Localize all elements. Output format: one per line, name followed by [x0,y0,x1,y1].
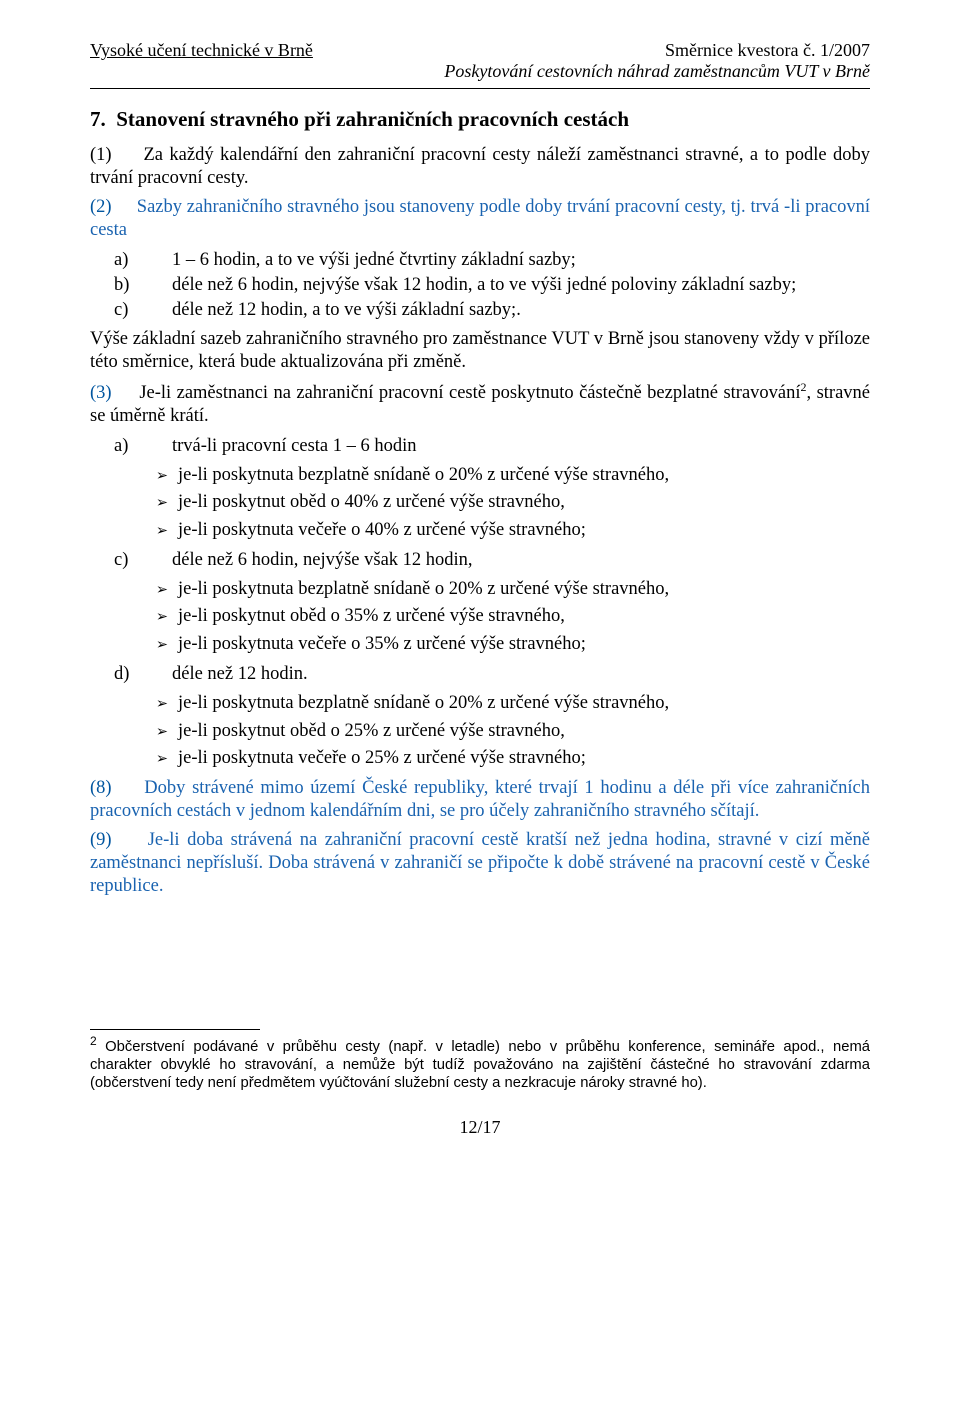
bullets-3c: ➢ je-li poskytnuta bezplatně snídaně o 2… [90,578,870,657]
bullets-3d: ➢ je-li poskytnuta bezplatně snídaně o 2… [90,692,870,771]
bullet-text: je-li poskytnuta večeře o 40% z určené v… [178,519,586,543]
list-label: c) [90,549,172,572]
bullet-item: ➢ je-li poskytnut oběd o 25% z určené vý… [90,720,870,744]
page-number: 12/17 [90,1117,870,1138]
list-text: déle než 12 hodin. [172,663,870,686]
bullet-icon: ➢ [90,692,178,716]
paragraph-number: (9) [90,830,112,850]
bullet-text: je-li poskytnut oběd o 25% z určené výše… [178,720,565,744]
bullet-icon: ➢ [90,491,178,515]
list-3c: c) déle než 6 hodin, nejvýše však 12 hod… [90,549,870,572]
paragraph-number: (8) [90,778,112,798]
list-text: trvá-li pracovní cesta 1 – 6 hodin [172,435,870,458]
header-directive: Směrnice kvestora č. 1/2007 [665,40,870,61]
list-label: b) [90,274,172,297]
bullet-item: ➢ je-li poskytnuta večeře o 35% z určené… [90,633,870,657]
bullet-text: je-li poskytnuta bezplatně snídaně o 20%… [178,578,669,602]
list-2: a) 1 – 6 hodin, a to ve výši jedné čtvrt… [90,249,870,322]
bullet-item: ➢ je-li poskytnuta bezplatně snídaně o 2… [90,692,870,716]
footnote: 2 Občerstvení podávané v průběhu cesty (… [90,1034,870,1093]
list-text: déle než 12 hodin, a to ve výši základní… [172,299,870,322]
bullet-item: ➢ je-li poskytnut oběd o 40% z určené vý… [90,491,870,515]
list-text: déle než 6 hodin, nejvýše však 12 hodin, [172,549,870,572]
bullet-text: je-li poskytnuta večeře o 25% z určené v… [178,747,586,771]
list-item: a) 1 – 6 hodin, a to ve výši jedné čtvrt… [90,249,870,272]
footnote-separator [90,1029,260,1030]
bullet-icon: ➢ [90,578,178,602]
list-label: a) [90,435,172,458]
paragraph-1: (1) Za každý kalendářní den zahraniční p… [90,144,870,190]
list-label: d) [90,663,172,686]
paragraph-after-2: Výše základní sazeb zahraničního stravné… [90,328,870,374]
bullet-item: ➢ je-li poskytnuta večeře o 25% z určené… [90,747,870,771]
paragraph-number: (2) [90,197,112,217]
bullet-icon: ➢ [90,605,178,629]
section-heading: Stanovení stravného při zahraničních pra… [116,107,629,131]
header-rule [90,88,870,89]
bullet-icon: ➢ [90,519,178,543]
list-text: 1 – 6 hodin, a to ve výši jedné čtvrtiny… [172,249,870,272]
paragraph-number: (1) [90,145,112,165]
bullet-text: je-li poskytnut oběd o 35% z určené výše… [178,605,565,629]
paragraph-text: Doby strávené mimo území České republiky… [90,778,870,821]
bullet-item: ➢ je-li poskytnut oběd o 35% z určené vý… [90,605,870,629]
list-3d: d) déle než 12 hodin. [90,663,870,686]
paragraph-9: (9) Je-li doba strávená na zahraniční pr… [90,829,870,898]
bullet-text: je-li poskytnuta večeře o 35% z určené v… [178,633,586,657]
paragraph-text: Sazby zahraničního stravného jsou stanov… [90,197,870,240]
bullet-icon: ➢ [90,464,178,488]
list-item: c) déle než 6 hodin, nejvýše však 12 hod… [90,549,870,572]
header-subtitle: Poskytování cestovních náhrad zaměstnanc… [90,61,870,82]
bullets-3a: ➢ je-li poskytnuta bezplatně snídaně o 2… [90,464,870,543]
list-item: d) déle než 12 hodin. [90,663,870,686]
paragraph-number: (3) [90,383,112,403]
list-label: a) [90,249,172,272]
bullet-text: je-li poskytnut oběd o 40% z určené výše… [178,491,565,515]
footnote-mark: 2 [90,1034,97,1048]
paragraph-3-lead: (3) Je-li zaměstnanci na zahraniční prac… [90,380,870,428]
bullet-icon: ➢ [90,633,178,657]
section-number: 7. [90,107,106,131]
bullet-item: ➢ je-li poskytnuta bezplatně snídaně o 2… [90,578,870,602]
bullet-item: ➢ je-li poskytnuta bezplatně snídaně o 2… [90,464,870,488]
header-institution: Vysoké učení technické v Brně [90,40,313,61]
page-header: Vysoké učení technické v Brně Směrnice k… [90,40,870,82]
bullet-item: ➢ je-li poskytnuta večeře o 40% z určené… [90,519,870,543]
bullet-text: je-li poskytnuta bezplatně snídaně o 20%… [178,464,669,488]
header-row: Vysoké učení technické v Brně Směrnice k… [90,40,870,61]
bullet-icon: ➢ [90,720,178,744]
list-3a: a) trvá-li pracovní cesta 1 – 6 hodin [90,435,870,458]
list-label: c) [90,299,172,322]
list-item: c) déle než 12 hodin, a to ve výši zákla… [90,299,870,322]
paragraph-2-lead: (2) Sazby zahraničního stravného jsou st… [90,196,870,242]
paragraph-text: Za každý kalendářní den zahraniční praco… [90,145,870,188]
list-item: a) trvá-li pracovní cesta 1 – 6 hodin [90,435,870,458]
section-title: 7. Stanovení stravného při zahraničních … [90,107,870,132]
bullet-text: je-li poskytnuta bezplatně snídaně o 20%… [178,692,669,716]
list-item: b) déle než 6 hodin, nejvýše však 12 hod… [90,274,870,297]
document-page: Vysoké učení technické v Brně Směrnice k… [0,0,960,1403]
paragraph-text: Je-li doba strávená na zahraniční pracov… [90,830,870,896]
paragraph-text: Je-li zaměstnanci na zahraniční pracovní… [139,383,800,403]
list-text: déle než 6 hodin, nejvýše však 12 hodin,… [172,274,870,297]
bullet-icon: ➢ [90,747,178,771]
footnote-text: Občerstvení podávané v průběhu cesty (na… [90,1039,870,1092]
paragraph-8: (8) Doby strávené mimo území České repub… [90,777,870,823]
